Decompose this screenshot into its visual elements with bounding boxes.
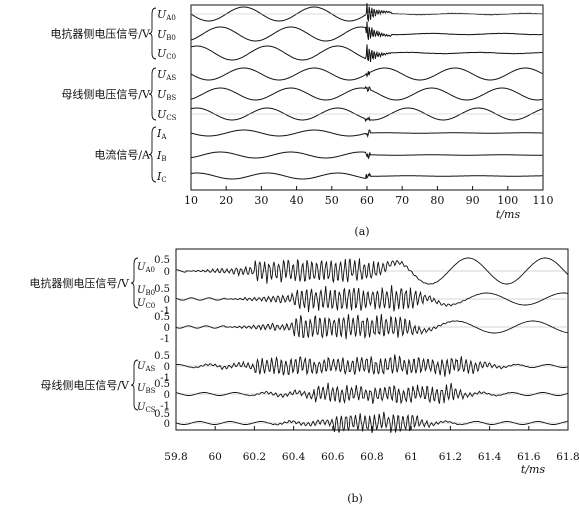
series-label-IA-a: IA (156, 127, 167, 141)
y-tick-label-UAS-b: -1 (160, 373, 170, 384)
x-axis-label-b: t/ms (521, 463, 546, 476)
series-label-UBS-a: UBS (157, 88, 176, 102)
series-label-IC-a: IC (156, 170, 167, 184)
group-labels-b: 电抗器侧电压信号/V 母线侧电压信号/V (29, 257, 139, 411)
x-tick-label-a: 100 (497, 194, 518, 207)
y-tick-label-UB0-b: -1 (160, 306, 170, 317)
trace-IB-a (190, 151, 543, 160)
y-tick-label-UC0-b: 0.5 (154, 312, 170, 323)
series-label-UAS-b: UAS (137, 361, 155, 373)
x-tick-label-a: 30 (254, 194, 268, 207)
y-tick-label-UBS-b: 0 (164, 390, 170, 401)
panel-label-a: (a) (354, 225, 369, 238)
x-tick-label-a: 110 (533, 194, 554, 207)
x-tick-label-a: 50 (325, 194, 339, 207)
series-label-UC0-a: UC0 (157, 47, 176, 61)
group-label-0-a: 电抗器侧电压信号/V (50, 27, 151, 41)
x-tick-label-b: 60.2 (243, 451, 266, 463)
x-tick-label-a: 60 (360, 194, 374, 207)
x-tick-label-b: 59.8 (164, 451, 187, 463)
series-label-UCS-b: UCS (137, 402, 156, 414)
x-axis-label-a: t/ms (496, 208, 521, 221)
x-tick-label-a: 70 (395, 194, 409, 207)
x-tick-label-a: 20 (219, 194, 233, 207)
x-tick-label-b: 60.6 (321, 451, 345, 463)
group-label-2-a: 电流信号/A (94, 148, 151, 162)
x-tick-label-b: 60.4 (282, 451, 306, 463)
traces-b (175, 257, 569, 434)
panel-b: 0.500.50-10.50-10.50-10.50-10.50 UA0UB0U… (29, 248, 579, 505)
y-ticks-b: 0.500.50-10.50-10.50-10.50-10.50 (154, 255, 170, 430)
trace-UCS-a (190, 107, 543, 123)
group-label-0-b: 电抗器侧电压信号/V (29, 276, 130, 290)
series-label-IB-a: IB (156, 149, 167, 163)
panel-label-b: (b) (347, 492, 363, 505)
x-ticks-a: 10 20 30 40 50 60 70 80 90 100 110 (184, 186, 554, 207)
x-tick-label-b: 61.2 (439, 451, 462, 463)
trace-UA0-a (190, 3, 543, 23)
trace-UAS-a (190, 67, 543, 81)
panel-a: UA0 UB0 UC0 UAS UBS UCS IA IB IC 电抗器侧电压信号/V 母线侧电压… (50, 3, 554, 238)
series-labels-a: UA0 UB0 UC0 UAS UBS UCS IA IB IC (156, 8, 177, 184)
x-tick-label-b: 60.8 (360, 451, 383, 463)
trace-UC0-b (175, 313, 569, 340)
y-tick-label-UAS-b: 0 (164, 362, 170, 373)
series-label-UB0-b: UB0 (137, 285, 155, 297)
group-label-1-a: 母线侧电压信号/V (61, 87, 151, 101)
trace-UAS-b (175, 354, 569, 377)
brace-1-a (148, 67, 157, 121)
x-tick-label-a: 80 (430, 194, 444, 207)
y-tick-label-UCS-b: 0.5 (154, 409, 170, 420)
x-tick-label-b: 61.6 (517, 451, 541, 463)
x-tick-label-b: 61 (405, 451, 418, 463)
brace-0-a (148, 7, 157, 60)
trace-UBS-b (175, 382, 569, 405)
y-tick-label-UBS-b: 0.5 (154, 379, 170, 390)
series-label-UCS-a: UCS (157, 108, 177, 122)
series-label-UB0-a: UB0 (157, 28, 176, 42)
trace-UA0-b (176, 257, 569, 285)
traces-a (190, 3, 543, 180)
series-label-UA0-a: UA0 (157, 8, 176, 22)
y-tick-label-UB0-b: 0 (164, 295, 170, 306)
y-tick-label-UCS-b: 0 (164, 419, 170, 430)
y-tick-label-UA0-b: 0 (164, 267, 170, 278)
x-tick-label-a: 90 (466, 194, 480, 207)
brace-1-b (130, 359, 139, 411)
trace-UCS-b (175, 411, 569, 434)
brace-2-a (148, 126, 157, 183)
y-tick-label-UA0-b: 0.5 (154, 255, 170, 266)
series-label-UAS-a: UAS (157, 68, 176, 82)
trace-IC-a (190, 172, 543, 180)
trace-UC0-a (190, 44, 543, 62)
x-ticks-b: 59.8 60 60.2 60.4 60.6 60.8 61 61.2 61.4 61.6 61.8 (164, 426, 579, 463)
trace-IA-a (190, 129, 543, 139)
series-label-UA0-b: UA0 (137, 262, 155, 274)
y-tick-label-UC0-b: 0 (164, 323, 170, 334)
x-tick-label-a: 40 (290, 194, 304, 207)
x-tick-label-a: 10 (184, 194, 198, 207)
y-tick-label-UC0-b: -1 (160, 334, 170, 345)
y-tick-label-UAS-b: 0.5 (154, 351, 170, 362)
x-tick-label-b: 60 (209, 451, 222, 463)
series-label-UC0-b: UC0 (137, 298, 155, 310)
x-tick-label-b: 61.8 (556, 451, 579, 463)
trace-UB0-a (190, 21, 543, 42)
y-tick-label-UB0-b: 0.5 (154, 284, 170, 295)
series-label-UBS-b: UBS (137, 383, 156, 395)
trace-UBS-a (190, 85, 543, 101)
group-labels-a: 电抗器侧电压信号/V 母线侧电压信号/V 电流信号/A (50, 7, 157, 183)
brace-0-b (130, 257, 139, 309)
group-label-1-b: 母线侧电压信号/V (40, 378, 130, 392)
trace-UB0-b (175, 285, 569, 313)
x-tick-label-b: 61.4 (478, 451, 502, 463)
y-tick-label-UBS-b: -1 (160, 401, 170, 412)
